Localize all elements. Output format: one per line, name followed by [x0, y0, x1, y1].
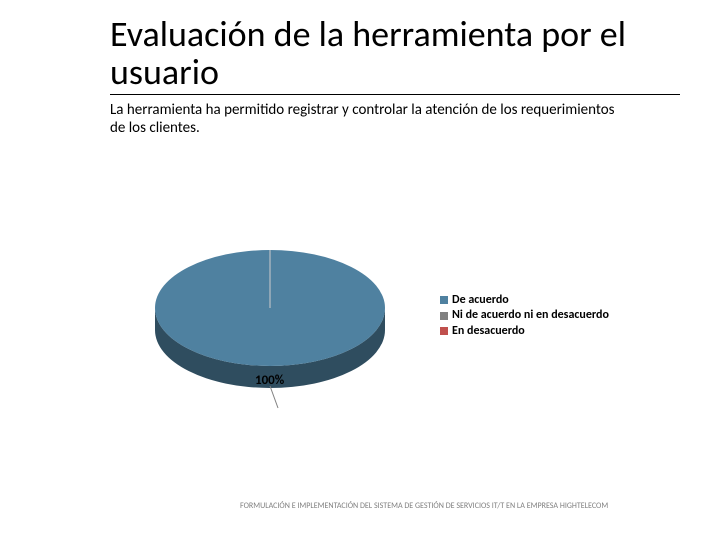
- legend-label: Ni de acuerdo ni en desacuerdo: [452, 308, 609, 322]
- legend-label: De acuerdo: [452, 293, 509, 307]
- chart-area: 100% De acuerdo Ni de acuerdo ni en desa…: [110, 198, 680, 438]
- pie-svg: [130, 238, 410, 418]
- legend-label: En desacuerdo: [452, 324, 525, 338]
- pie-slice-label: 100%: [255, 373, 284, 388]
- pie-chart: [130, 238, 410, 423]
- slide-container: Evaluación de la herramienta por el usua…: [0, 0, 720, 540]
- legend-swatch: [440, 312, 448, 320]
- slide-title: Evaluación de la herramienta por el usua…: [110, 16, 680, 95]
- slide-footer: FORMULACIÓN E IMPLEMENTACIÓN DEL SISTEMA…: [240, 502, 608, 512]
- legend-swatch: [440, 296, 448, 304]
- legend-item: En desacuerdo: [440, 324, 609, 338]
- legend-item: De acuerdo: [440, 293, 609, 307]
- legend-item: Ni de acuerdo ni en desacuerdo: [440, 308, 609, 322]
- legend-swatch: [440, 327, 448, 335]
- chart-legend: De acuerdo Ni de acuerdo ni en desacuerd…: [440, 293, 609, 339]
- slide-subtitle: La herramienta ha permitido registrar y …: [110, 101, 630, 139]
